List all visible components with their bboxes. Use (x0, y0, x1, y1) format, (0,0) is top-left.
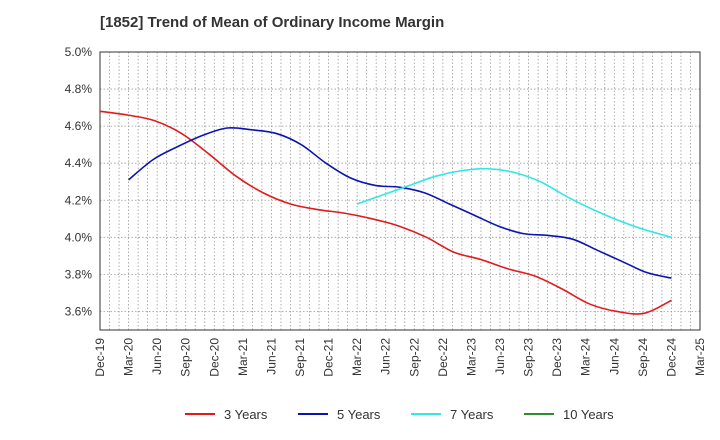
x-tick-label: Dec-22 (436, 338, 450, 377)
x-tick-label: Sep-24 (636, 338, 650, 377)
x-tick-label: Sep-23 (522, 338, 536, 377)
series-line-7-years (356, 167, 672, 239)
x-tick-label: Mar-24 (579, 338, 593, 376)
x-tick-label: Jun-22 (379, 338, 393, 375)
x-tick-label: Dec-23 (550, 338, 564, 377)
y-tick-label: 3.6% (65, 304, 93, 318)
chart-title: [1852] Trend of Mean of Ordinary Income … (100, 14, 445, 31)
x-tick-label: Mar-22 (350, 338, 364, 376)
y-tick-label: 3.8% (65, 267, 93, 281)
x-tick-label: Jun-20 (150, 338, 164, 375)
x-tick-label: Jun-24 (607, 338, 621, 375)
axis-layer: 3.6% 3.8% 4.0% 4.2% 4.4% 4.6% 4.8% 5.0% Dec-19 Ma… (65, 45, 707, 377)
y-tick-label: 4.8% (65, 82, 93, 96)
x-tick-label: Sep-20 (179, 338, 193, 377)
grid-layer (99, 51, 701, 330)
x-tick-label: Dec-20 (207, 338, 221, 377)
x-tick-label: Mar-20 (122, 338, 136, 376)
y-tick-label: 4.6% (65, 119, 93, 133)
x-tick-label: Dec-24 (664, 338, 678, 377)
x-tick-label: Jun-21 (264, 338, 278, 375)
x-tick-label: Sep-21 (293, 338, 307, 377)
x-tick-label: Mar-25 (693, 338, 707, 376)
legend-label: 7 Years (450, 407, 494, 422)
x-tick-label: Dec-19 (93, 338, 107, 377)
x-tick-label: Mar-21 (236, 338, 250, 376)
x-tick-label: Jun-23 (493, 338, 507, 375)
y-tick-label: 4.0% (65, 230, 93, 244)
series-line-3-years (99, 110, 672, 315)
x-tick-label: Mar-23 (464, 338, 478, 376)
legend-label: 3 Years (224, 407, 268, 422)
series-line-5-years (128, 126, 672, 279)
legend-label: 10 Years (563, 407, 614, 422)
legend: 3 Years 5 Years 7 Years 10 Years (185, 407, 614, 422)
plot-frame (99, 51, 701, 331)
x-tick-label: Sep-22 (407, 338, 421, 377)
y-tick-label: 4.4% (65, 156, 93, 170)
y-tick-label: 4.2% (65, 193, 93, 207)
series-layer (99, 110, 672, 315)
y-tick-label: 5.0% (65, 45, 93, 59)
x-tick-label: Dec-21 (322, 338, 336, 377)
legend-label: 5 Years (337, 407, 381, 422)
